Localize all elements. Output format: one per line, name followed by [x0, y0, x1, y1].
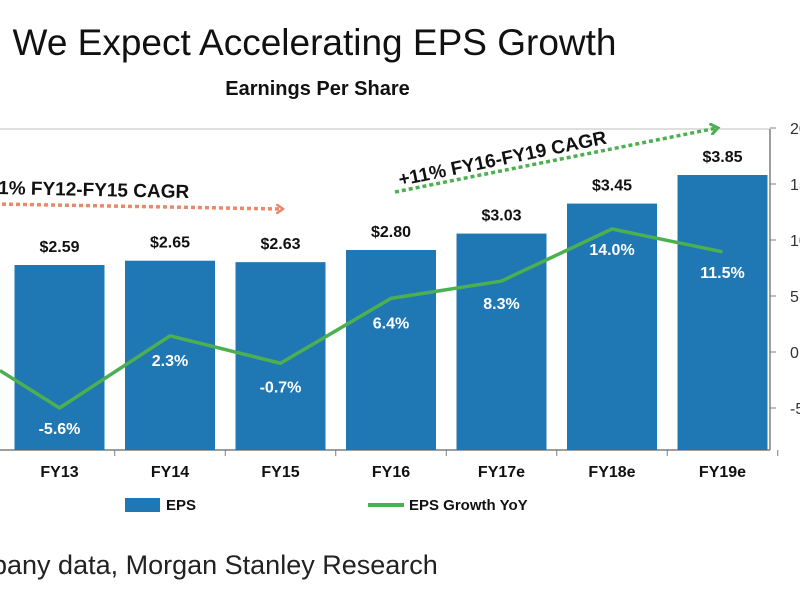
- eps-bar-fy16: [346, 250, 436, 450]
- right-tick-label: 15: [790, 177, 800, 194]
- eps-value-label: $2.63: [260, 236, 300, 253]
- eps-bar-fy19e: [677, 175, 768, 450]
- growth-value-label: 6.4%: [373, 315, 409, 332]
- eps-value-label: $2.80: [371, 224, 411, 241]
- x-tick-label: FY18e: [588, 464, 635, 481]
- eps-value-label: $3.03: [481, 208, 521, 225]
- growth-value-label: 2.3%: [152, 353, 188, 370]
- eps-value-label: $2.59: [39, 239, 79, 256]
- eps-growth-line: [0, 227, 723, 410]
- growth-value-label: -0.7%: [260, 379, 302, 396]
- right-tick-label: -5: [790, 401, 800, 418]
- source-footnote: pany data, Morgan Stanley Research: [0, 550, 438, 580]
- eps-bar-fy18e: [567, 203, 657, 450]
- legend-eps-label: EPS: [166, 497, 196, 514]
- eps-value-label: $3.45: [592, 178, 632, 195]
- right-tick-label: 20: [790, 121, 800, 138]
- right-tick-label: 0: [790, 345, 799, 362]
- right-tick-label: 10: [790, 233, 800, 250]
- eps-value-label: $3.85: [702, 149, 742, 166]
- growth-value-label: 8.3%: [483, 296, 519, 313]
- eps-value-label: $2.65: [150, 235, 190, 252]
- legend-growth-label: EPS Growth YoY: [409, 497, 528, 514]
- cagr-arrow-fy12-fy15: [0, 202, 282, 209]
- chart-title: Earnings Per Share: [225, 78, 410, 100]
- x-tick-label: FY14: [151, 464, 189, 481]
- x-tick-label: FY13: [40, 464, 78, 481]
- eps-bar-fy17e: [456, 233, 547, 450]
- x-tick-label: FY16: [372, 464, 410, 481]
- legend-eps-swatch: [125, 498, 160, 512]
- growth-value-label: -5.6%: [39, 421, 81, 438]
- x-tick-label: FY19e: [699, 464, 746, 481]
- right-tick-label: 5: [790, 289, 799, 306]
- x-tick-label: FY17e: [478, 464, 525, 481]
- cagr-label-fy16-fy19: +11% FY16-FY19 CAGR: [397, 128, 609, 191]
- cagr-label-fy12-fy15: 1% FY12-FY15 CAGR: [0, 178, 190, 203]
- eps-bar-fy13: [14, 265, 105, 450]
- growth-value-label: 14.0%: [589, 242, 634, 259]
- growth-value-label: 11.5%: [700, 265, 744, 282]
- slide-title: : We Expect Accelerating EPS Growth: [0, 22, 617, 63]
- cagr-arrow-fy16-fy19: [394, 128, 717, 194]
- x-tick-label: FY15: [261, 464, 299, 481]
